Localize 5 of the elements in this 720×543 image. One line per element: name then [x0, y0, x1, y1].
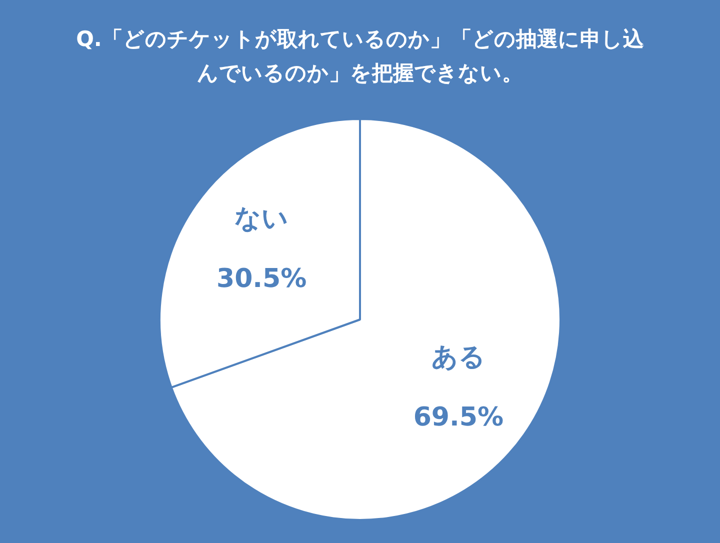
- data-label: 69.5%: [413, 402, 504, 432]
- slice-label: ある: [431, 342, 486, 372]
- data-label: 30.5%: [216, 264, 307, 294]
- chart-title: Q.「どのチケットが取れているのか」「どの抽選に申し込んでいるのか」を把握できない。: [75, 26, 645, 87]
- slice-label: ない: [234, 204, 289, 234]
